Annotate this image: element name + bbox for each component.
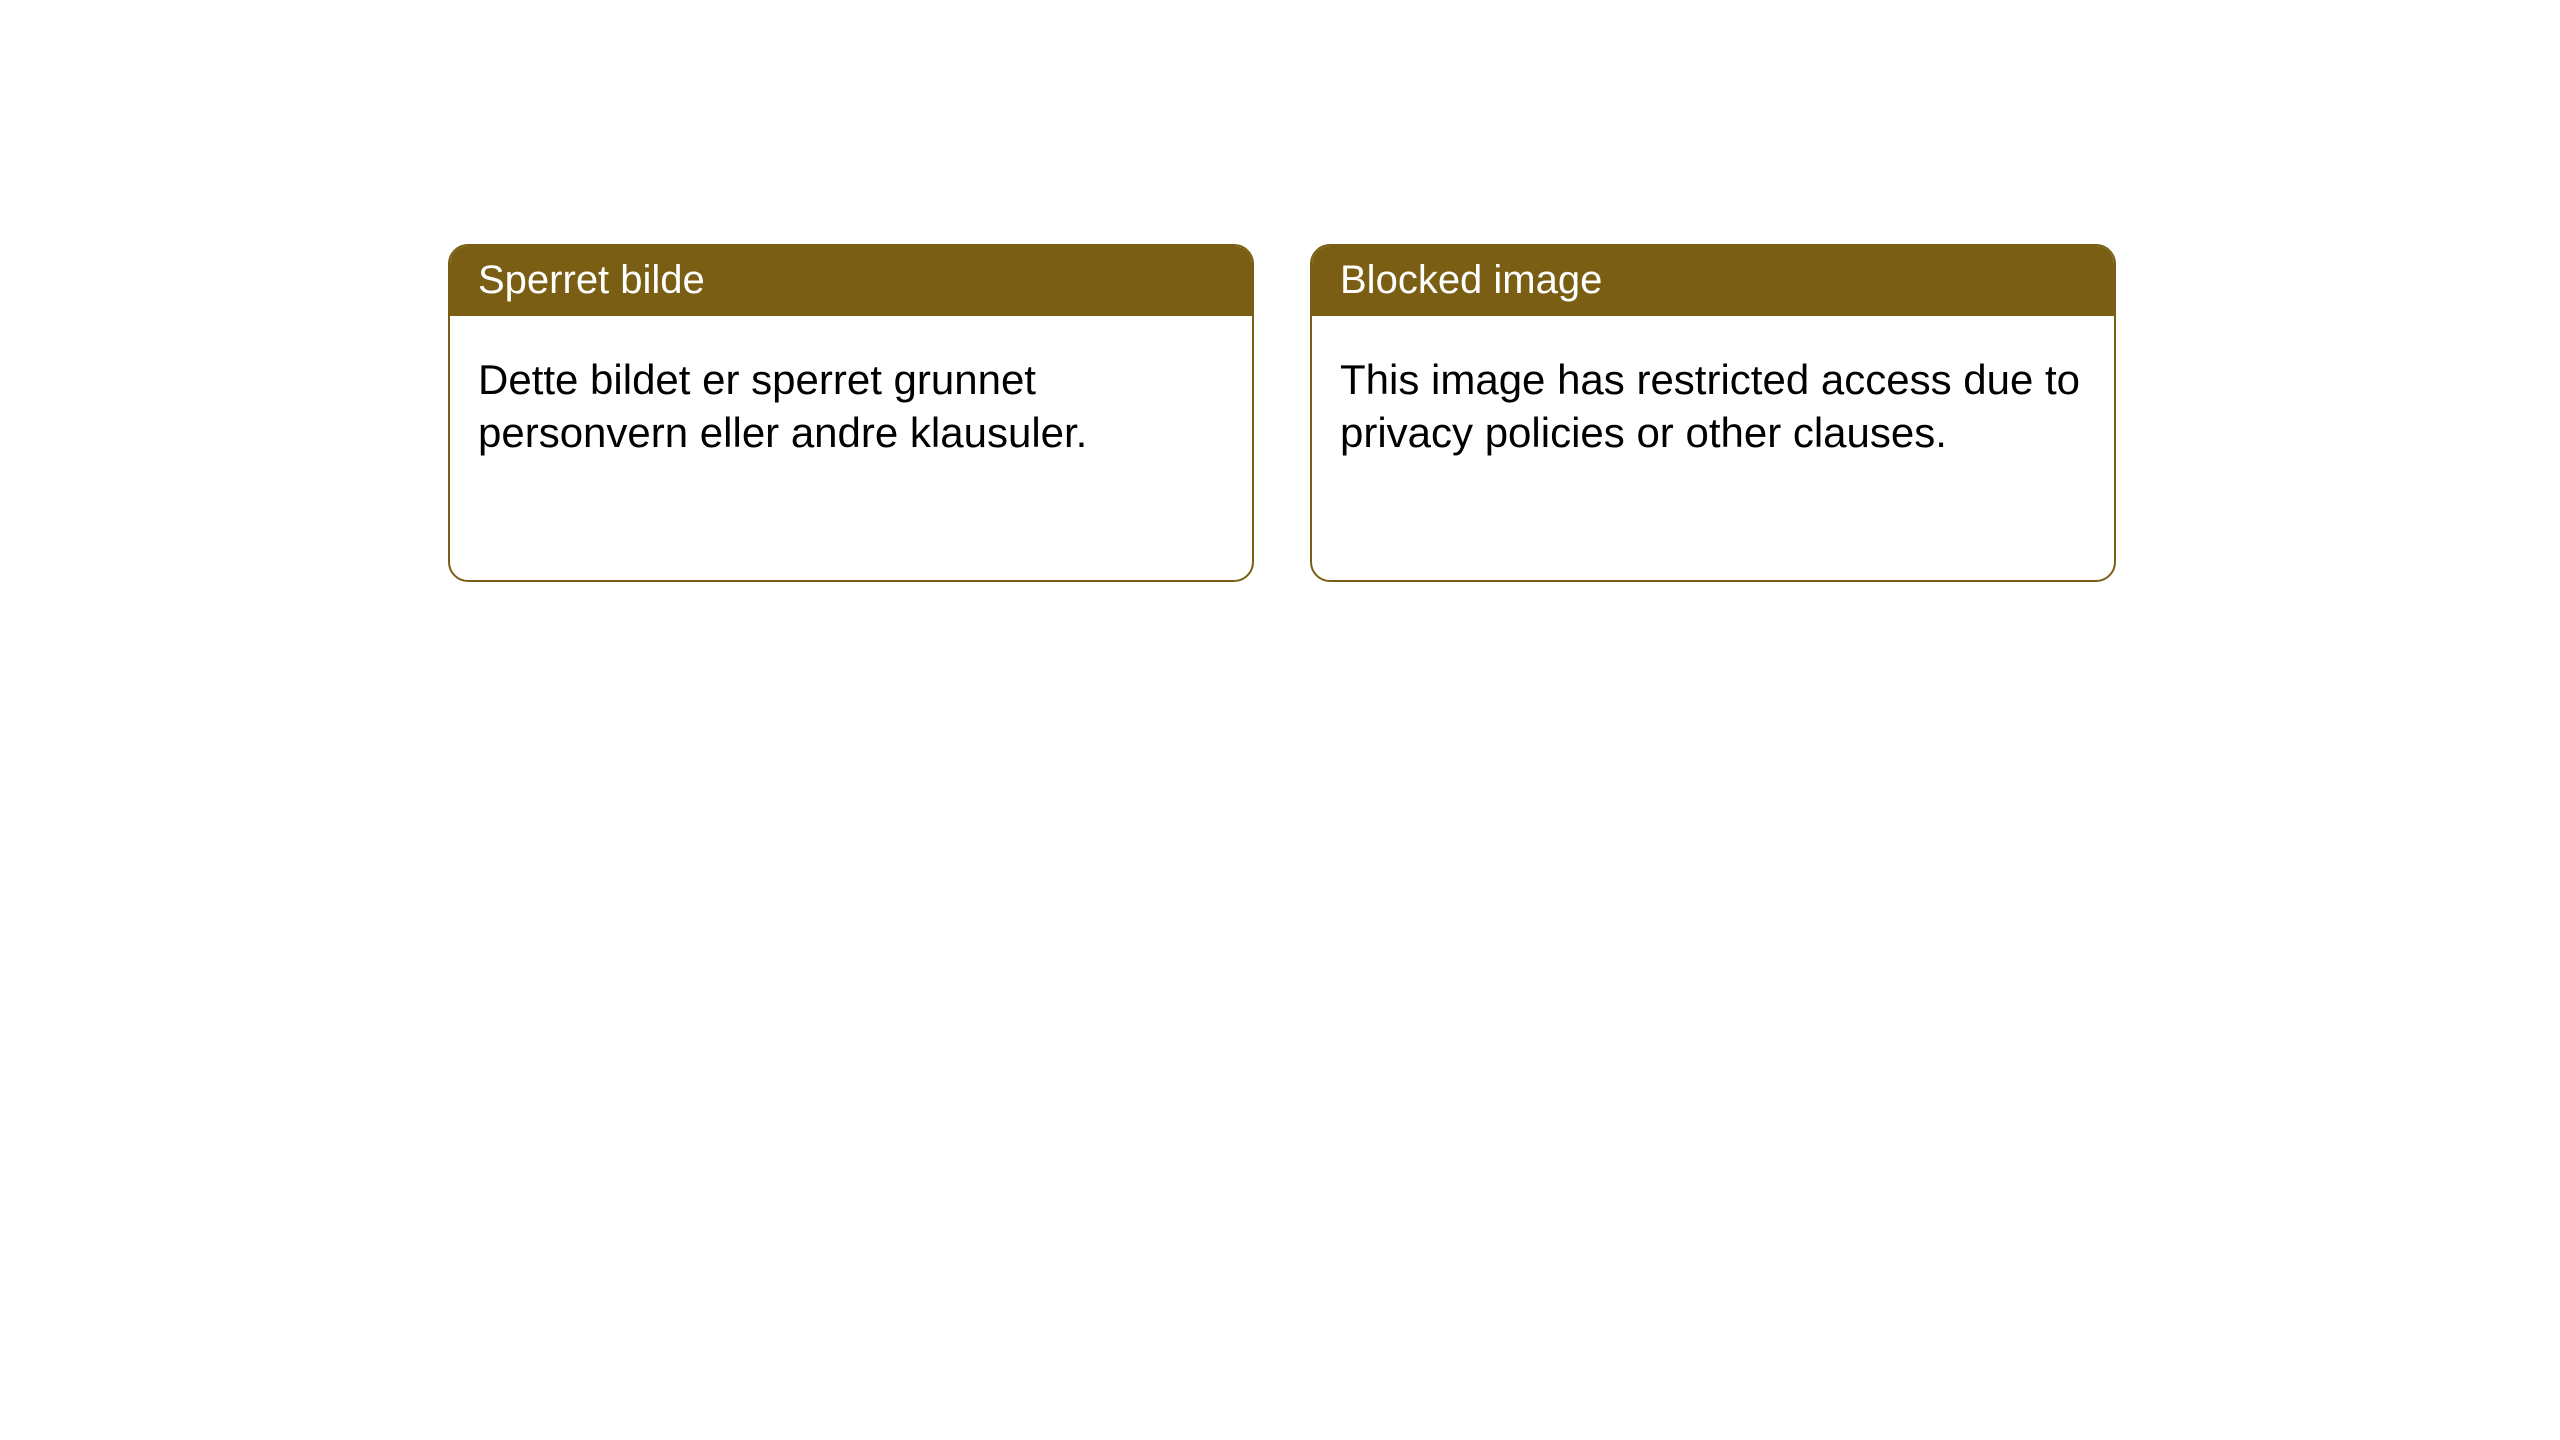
card-body-no: Dette bildet er sperret grunnet personve… <box>450 316 1252 487</box>
card-title-no: Sperret bilde <box>450 246 1252 316</box>
notice-container: Sperret bilde Dette bildet er sperret gr… <box>0 0 2560 582</box>
blocked-image-card-no: Sperret bilde Dette bildet er sperret gr… <box>448 244 1254 582</box>
card-body-en: This image has restricted access due to … <box>1312 316 2114 487</box>
blocked-image-card-en: Blocked image This image has restricted … <box>1310 244 2116 582</box>
card-title-en: Blocked image <box>1312 246 2114 316</box>
